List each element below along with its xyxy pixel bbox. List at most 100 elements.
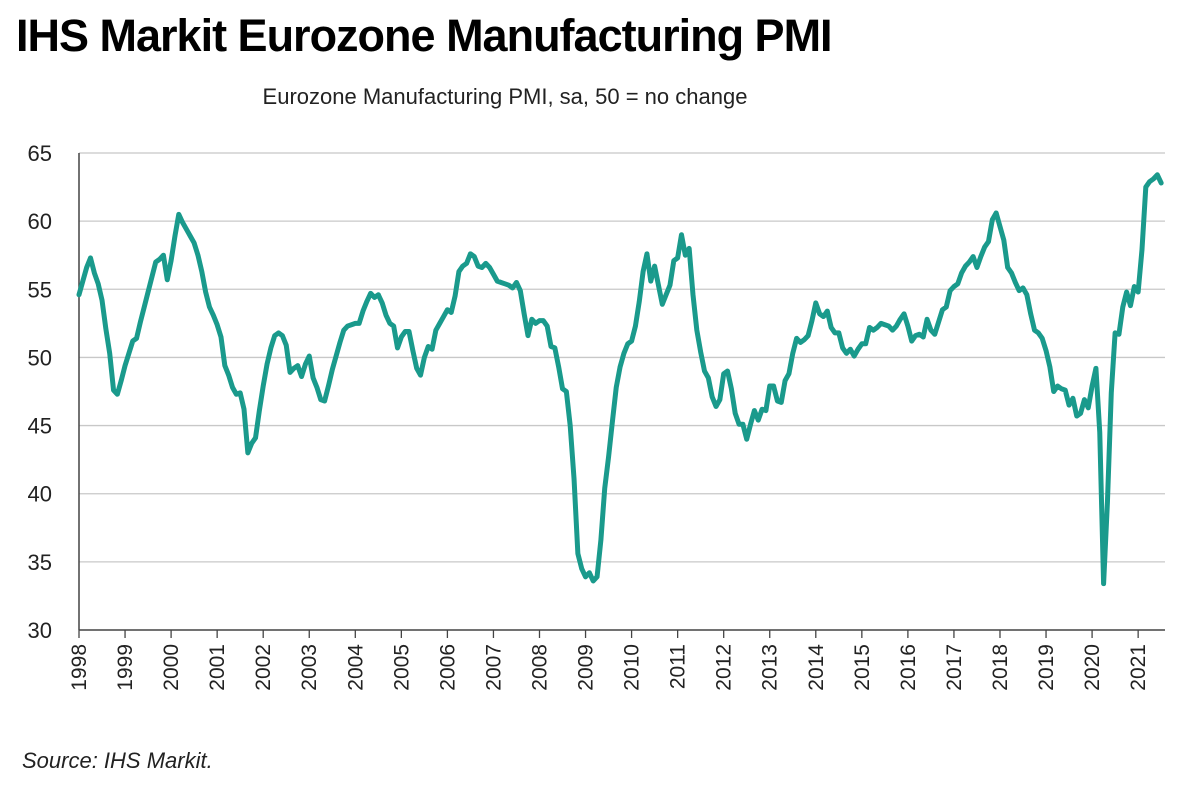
data-point [552, 345, 558, 351]
data-point [982, 244, 987, 250]
x-tick-label: 2016 [897, 644, 920, 691]
data-point [92, 270, 97, 276]
data-point [990, 217, 995, 222]
x-tick-label: 1998 [68, 644, 91, 691]
x-tick-label: 2017 [943, 644, 966, 691]
data-point [479, 265, 485, 270]
data-point [1005, 265, 1010, 270]
data-point [287, 370, 293, 375]
data-point [1151, 176, 1156, 182]
data-point [387, 321, 393, 326]
data-point [698, 349, 703, 355]
data-point [464, 261, 469, 266]
data-point [95, 281, 101, 287]
data-point [261, 383, 266, 389]
data-point [122, 363, 128, 368]
data-point [963, 263, 968, 269]
data-point [767, 383, 772, 389]
data-point [326, 383, 331, 389]
data-point [967, 259, 972, 265]
data-point [1109, 390, 1114, 396]
x-tick-label: 2006 [436, 644, 459, 691]
data-point [422, 355, 427, 360]
data-point [333, 353, 339, 359]
data-point [993, 210, 999, 216]
x-tick-label: 2001 [206, 644, 229, 691]
data-point [587, 570, 592, 575]
data-point [487, 265, 492, 270]
data-point [241, 407, 247, 412]
data-point [1147, 179, 1152, 184]
data-point [525, 333, 531, 338]
data-point [894, 323, 899, 329]
data-point [594, 574, 600, 580]
data-point [901, 311, 907, 317]
data-point [855, 347, 861, 352]
data-point [882, 322, 888, 327]
data-point [360, 308, 366, 314]
data-point [702, 368, 707, 374]
x-tick-label: 2021 [1127, 644, 1150, 691]
x-tick-label: 2007 [482, 644, 505, 691]
data-point [521, 311, 527, 317]
data-point [583, 574, 588, 580]
data-point [817, 311, 822, 317]
data-point [372, 295, 377, 300]
data-point [88, 255, 93, 261]
data-point [863, 341, 868, 346]
data-point [874, 325, 880, 330]
data-point [441, 314, 446, 319]
series-line-0 [76, 172, 1164, 587]
data-point [947, 288, 953, 293]
data-point [119, 378, 124, 383]
data-point [445, 307, 450, 312]
data-point [652, 263, 657, 269]
data-point [1047, 364, 1053, 370]
x-tick-label: 2015 [851, 644, 874, 691]
data-point [541, 318, 546, 323]
data-point [310, 375, 316, 381]
data-point [782, 378, 788, 383]
data-point [917, 332, 922, 337]
data-point [878, 321, 884, 326]
data-point [115, 392, 120, 397]
data-point [337, 340, 343, 345]
pmi-line-chart: 30 35 40 45 50 55 60 65 1998 1999 2000 2001 2002 200… [28, 141, 1165, 691]
data-point [744, 437, 749, 442]
data-point [341, 327, 346, 333]
data-point [1132, 284, 1137, 289]
data-point [614, 385, 619, 390]
data-point [775, 398, 780, 404]
data-point [153, 259, 158, 265]
data-point [871, 327, 876, 333]
data-point [322, 398, 327, 404]
data-point [905, 323, 911, 329]
data-point [1013, 280, 1018, 285]
data-point [1093, 366, 1099, 371]
data-point [111, 387, 116, 393]
data-point [556, 364, 561, 370]
data-point [625, 341, 630, 346]
y-tick-label: 35 [28, 550, 52, 575]
data-point [548, 344, 554, 349]
data-point [921, 334, 926, 340]
data-point [402, 329, 408, 334]
data-point [272, 333, 277, 338]
data-point [218, 334, 224, 340]
data-point [924, 317, 930, 322]
data-point [449, 310, 454, 315]
data-point [1078, 411, 1083, 416]
data-point [84, 265, 89, 270]
data-point [1116, 332, 1122, 337]
data-point [679, 232, 684, 237]
data-point [844, 351, 849, 356]
data-point [997, 224, 1003, 229]
data-point [456, 269, 462, 274]
data-point [951, 284, 957, 289]
data-point [740, 422, 746, 427]
data-point [318, 397, 323, 402]
data-point [433, 327, 439, 333]
data-point [1089, 383, 1095, 389]
data-point [683, 253, 688, 258]
data-point [1032, 327, 1037, 333]
